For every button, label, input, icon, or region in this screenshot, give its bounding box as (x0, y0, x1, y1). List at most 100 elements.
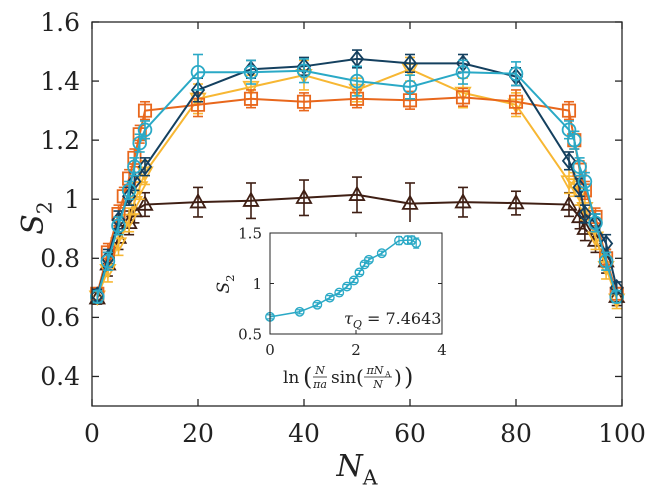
error-bar (458, 59, 468, 85)
inset-data-point (363, 254, 374, 265)
data-point (296, 63, 312, 79)
y-tick-label: 0.6 (40, 303, 80, 332)
svg-text:πN: πN (366, 364, 384, 377)
data-point (137, 103, 153, 118)
x-tick-label: 0 (84, 419, 100, 448)
inset-error-bar (365, 257, 372, 263)
data-point (109, 237, 128, 253)
inset-data-point (348, 275, 359, 286)
inset-x-axis-title: ln(Nπa sin(πN AN)) (283, 363, 413, 391)
x-tick-label: 100 (598, 419, 645, 448)
svg-text:sin: sin (331, 368, 356, 388)
data-point (296, 94, 312, 109)
error-bar (352, 176, 362, 214)
inset-y-tick-label: 0.5 (238, 325, 262, 343)
data-point (402, 54, 418, 73)
data-point (402, 93, 418, 108)
x-axis-title: NA (336, 449, 378, 489)
data-point (121, 187, 137, 206)
data-point (572, 178, 587, 197)
inset-data-point (354, 267, 365, 278)
data-point (402, 79, 418, 95)
inset-error-bar (296, 309, 303, 315)
x-tick-label: 60 (394, 419, 426, 448)
data-point (349, 91, 365, 106)
error-bar (511, 89, 521, 115)
data-point (90, 289, 105, 304)
data-point (127, 172, 142, 191)
data-point (576, 201, 594, 218)
inset-error-bar (378, 250, 385, 256)
error-bar (193, 186, 203, 218)
inset-x-tick-label: 0 (265, 341, 275, 359)
inset-data-point (376, 248, 387, 259)
x-tick-label: 80 (500, 419, 532, 448)
inset-data-point (294, 306, 305, 317)
data-point (577, 174, 593, 189)
data-point (508, 94, 524, 109)
data-point (401, 194, 419, 210)
y-tick-label: 1.2 (40, 126, 80, 155)
svg-text:ln: ln (283, 368, 299, 388)
data-point (137, 122, 153, 138)
data-point (598, 234, 614, 253)
error-bar (299, 58, 309, 84)
error-bar (193, 53, 203, 91)
error-bar (458, 186, 468, 218)
inset-data-point (411, 238, 422, 249)
data-point (455, 90, 471, 105)
data-point (454, 192, 472, 209)
y-axis-title: S2 (16, 201, 56, 235)
data-point (136, 195, 154, 211)
data-point (111, 218, 126, 234)
x-tick-label: 20 (182, 419, 214, 448)
data-point (190, 97, 206, 112)
inset-error-bar (314, 302, 321, 308)
data-point (189, 192, 207, 209)
y-tick-label: 1.4 (40, 67, 80, 96)
error-bar (246, 182, 256, 220)
inset-error-bar (356, 269, 363, 276)
svg-text:N: N (372, 378, 383, 391)
data-point (190, 80, 206, 99)
data-point (121, 183, 137, 198)
data-point (567, 132, 582, 148)
inset-y-tick-label: 1.5 (238, 224, 262, 242)
data-point (127, 159, 142, 175)
inset-error-bar (343, 283, 350, 290)
svg-text:(: ( (356, 365, 364, 389)
data-point (588, 215, 603, 231)
data-point (560, 195, 578, 211)
data-point (598, 253, 614, 269)
inset-data-point (402, 235, 413, 246)
data-point (576, 219, 594, 235)
axes-frame (91, 21, 623, 407)
series-5 (90, 53, 624, 304)
inset-series-1 (265, 235, 422, 322)
inset-data-point (312, 299, 323, 310)
data-point (190, 64, 206, 80)
error-bar (352, 65, 362, 97)
inset-data-point (334, 287, 345, 298)
data-point (609, 289, 624, 304)
error-bar (246, 59, 256, 85)
svg-text:N: N (314, 364, 325, 377)
data-point (561, 151, 577, 170)
error-bar (405, 74, 415, 100)
data-point (349, 73, 365, 89)
svg-text:A: A (384, 370, 391, 379)
y-tick-label: 1 (64, 185, 80, 214)
inset-y-axis-title: S2 (214, 274, 237, 293)
inset-x-tick-label: 4 (437, 341, 447, 359)
data-point (577, 205, 593, 223)
svg-text:(: ( (303, 363, 312, 391)
svg-text:): ) (404, 363, 413, 391)
inset-x-tick-label: 2 (351, 341, 361, 359)
inset-error-bar (336, 289, 343, 296)
inset-data-point (342, 281, 352, 292)
data-point (561, 103, 577, 118)
y-tick-label: 0.8 (40, 244, 80, 273)
data-point (570, 207, 589, 224)
